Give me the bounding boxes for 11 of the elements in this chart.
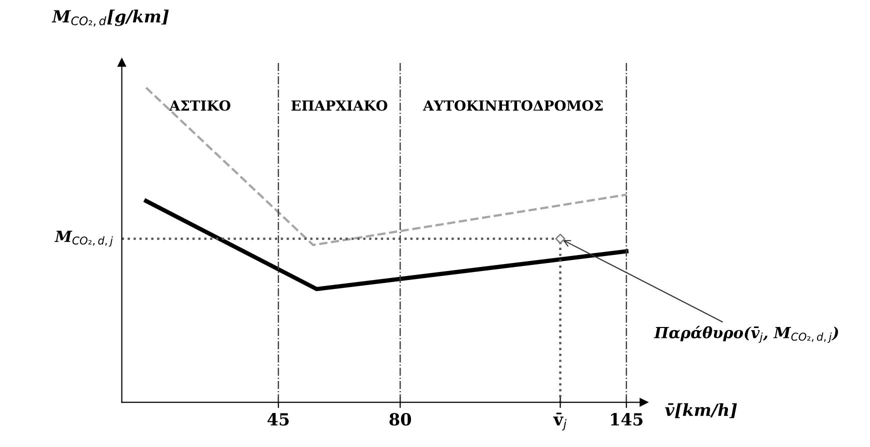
x-tick-label: 145 [611, 413, 643, 426]
annotation: ΑΥΤΟΚΙΝΗΤΟΔΡΟΜΟΣ [422, 100, 603, 111]
annotation: ΕΠΑΡΧΙΑΚΟ [291, 100, 388, 111]
y-axis-title: M$_{CO₂,d}$[g/km] [52, 10, 169, 26]
annotation: ΑΣΤΙΚΟ [169, 100, 230, 111]
x-tick-label: 80 [389, 413, 412, 426]
x-tick-label: 45 [267, 413, 289, 426]
annotation: M$_{CO₂,d,j}$ [54, 230, 113, 247]
x-axis-title: v̄[km/h] [665, 403, 737, 418]
x-tick-label: v̄$_{j}$ [553, 412, 567, 430]
annotation: Παράθυρο(v̄$_{j}$, M$_{CO₂,d,j}$) [654, 326, 838, 343]
